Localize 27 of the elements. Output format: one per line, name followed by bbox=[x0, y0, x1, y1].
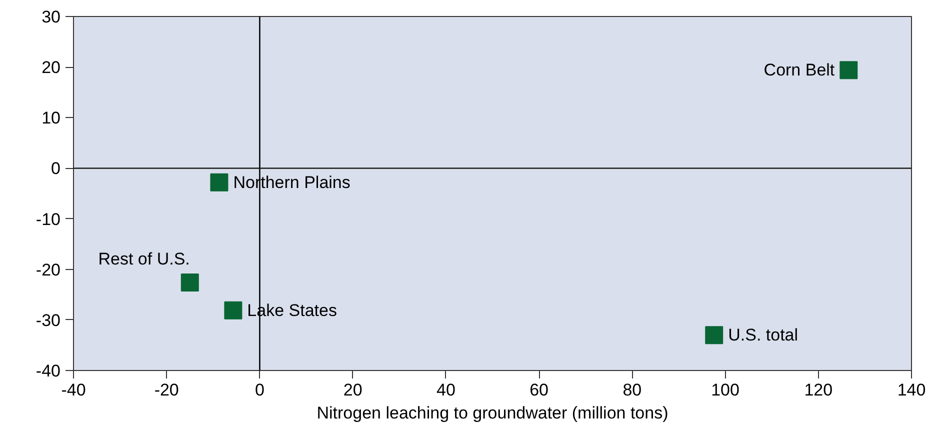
y-tick-label: -40 bbox=[36, 362, 61, 380]
y-tick-label: -30 bbox=[36, 310, 61, 330]
annotation: Rest of U.S. bbox=[98, 250, 190, 269]
annotation: U.S. total bbox=[728, 326, 798, 345]
y-tick-label: -20 bbox=[36, 260, 61, 280]
x-axis-title: Nitrogen leaching to groundwater (million tons) bbox=[316, 404, 668, 422]
y-tick-label: 20 bbox=[42, 58, 61, 78]
x-tick-label: 100 bbox=[711, 380, 740, 400]
x-tick-label: 0 bbox=[254, 380, 264, 400]
point bbox=[840, 61, 858, 80]
x-tick-label: 20 bbox=[343, 380, 362, 400]
point bbox=[210, 173, 228, 192]
x-tick-label: 80 bbox=[622, 380, 642, 400]
point bbox=[224, 301, 242, 320]
point bbox=[705, 326, 724, 344]
x-tick-label: 120 bbox=[804, 380, 833, 400]
point bbox=[180, 274, 199, 292]
y-tick-label: 30 bbox=[42, 8, 61, 26]
y-tick-label: -10 bbox=[36, 210, 61, 229]
y-tick-label: 0 bbox=[51, 159, 61, 178]
x-tick-label: 140 bbox=[897, 380, 926, 400]
x-tick-label: 60 bbox=[530, 380, 549, 400]
y-tick-label: 10 bbox=[42, 108, 61, 128]
x-tick-label: -40 bbox=[61, 380, 86, 400]
x-tick-label: 40 bbox=[436, 380, 456, 400]
x-tick-label: -20 bbox=[154, 380, 179, 400]
annotation: Corn Belt bbox=[764, 60, 835, 80]
